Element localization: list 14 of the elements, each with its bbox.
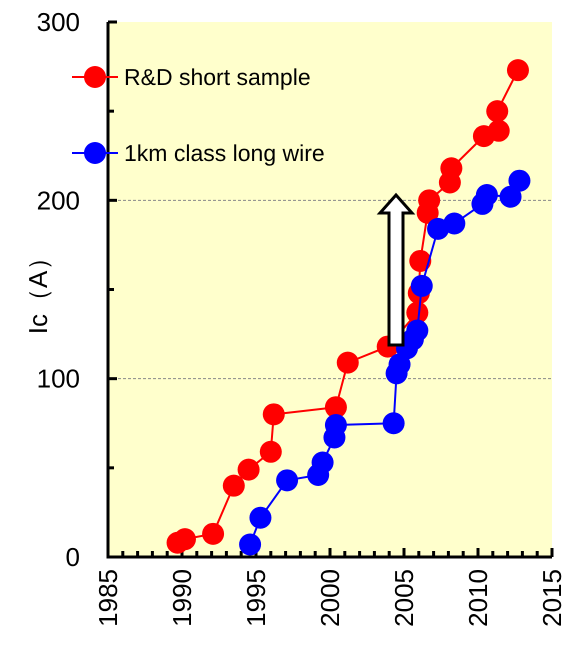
legend-label: R&D short sample — [124, 64, 311, 90]
x-tick-label: 2000 — [315, 569, 345, 627]
y-tick-label: 200 — [36, 185, 80, 216]
x-tick-label: 1990 — [167, 569, 197, 627]
y-tick-label: 0 — [66, 542, 80, 572]
x-tick-label: 2015 — [537, 569, 565, 627]
x-tick-label: 1985 — [93, 569, 123, 627]
y-tick-label: 300 — [36, 7, 80, 37]
y-tick-label: 100 — [36, 364, 80, 394]
x-tick-label: 2005 — [389, 569, 419, 627]
y-axis-title: Ic（A） — [23, 244, 53, 334]
x-tick-label: 1995 — [241, 569, 271, 627]
legend-label: 1km class long wire — [124, 140, 325, 166]
x-tick-label: 2010 — [463, 569, 493, 627]
